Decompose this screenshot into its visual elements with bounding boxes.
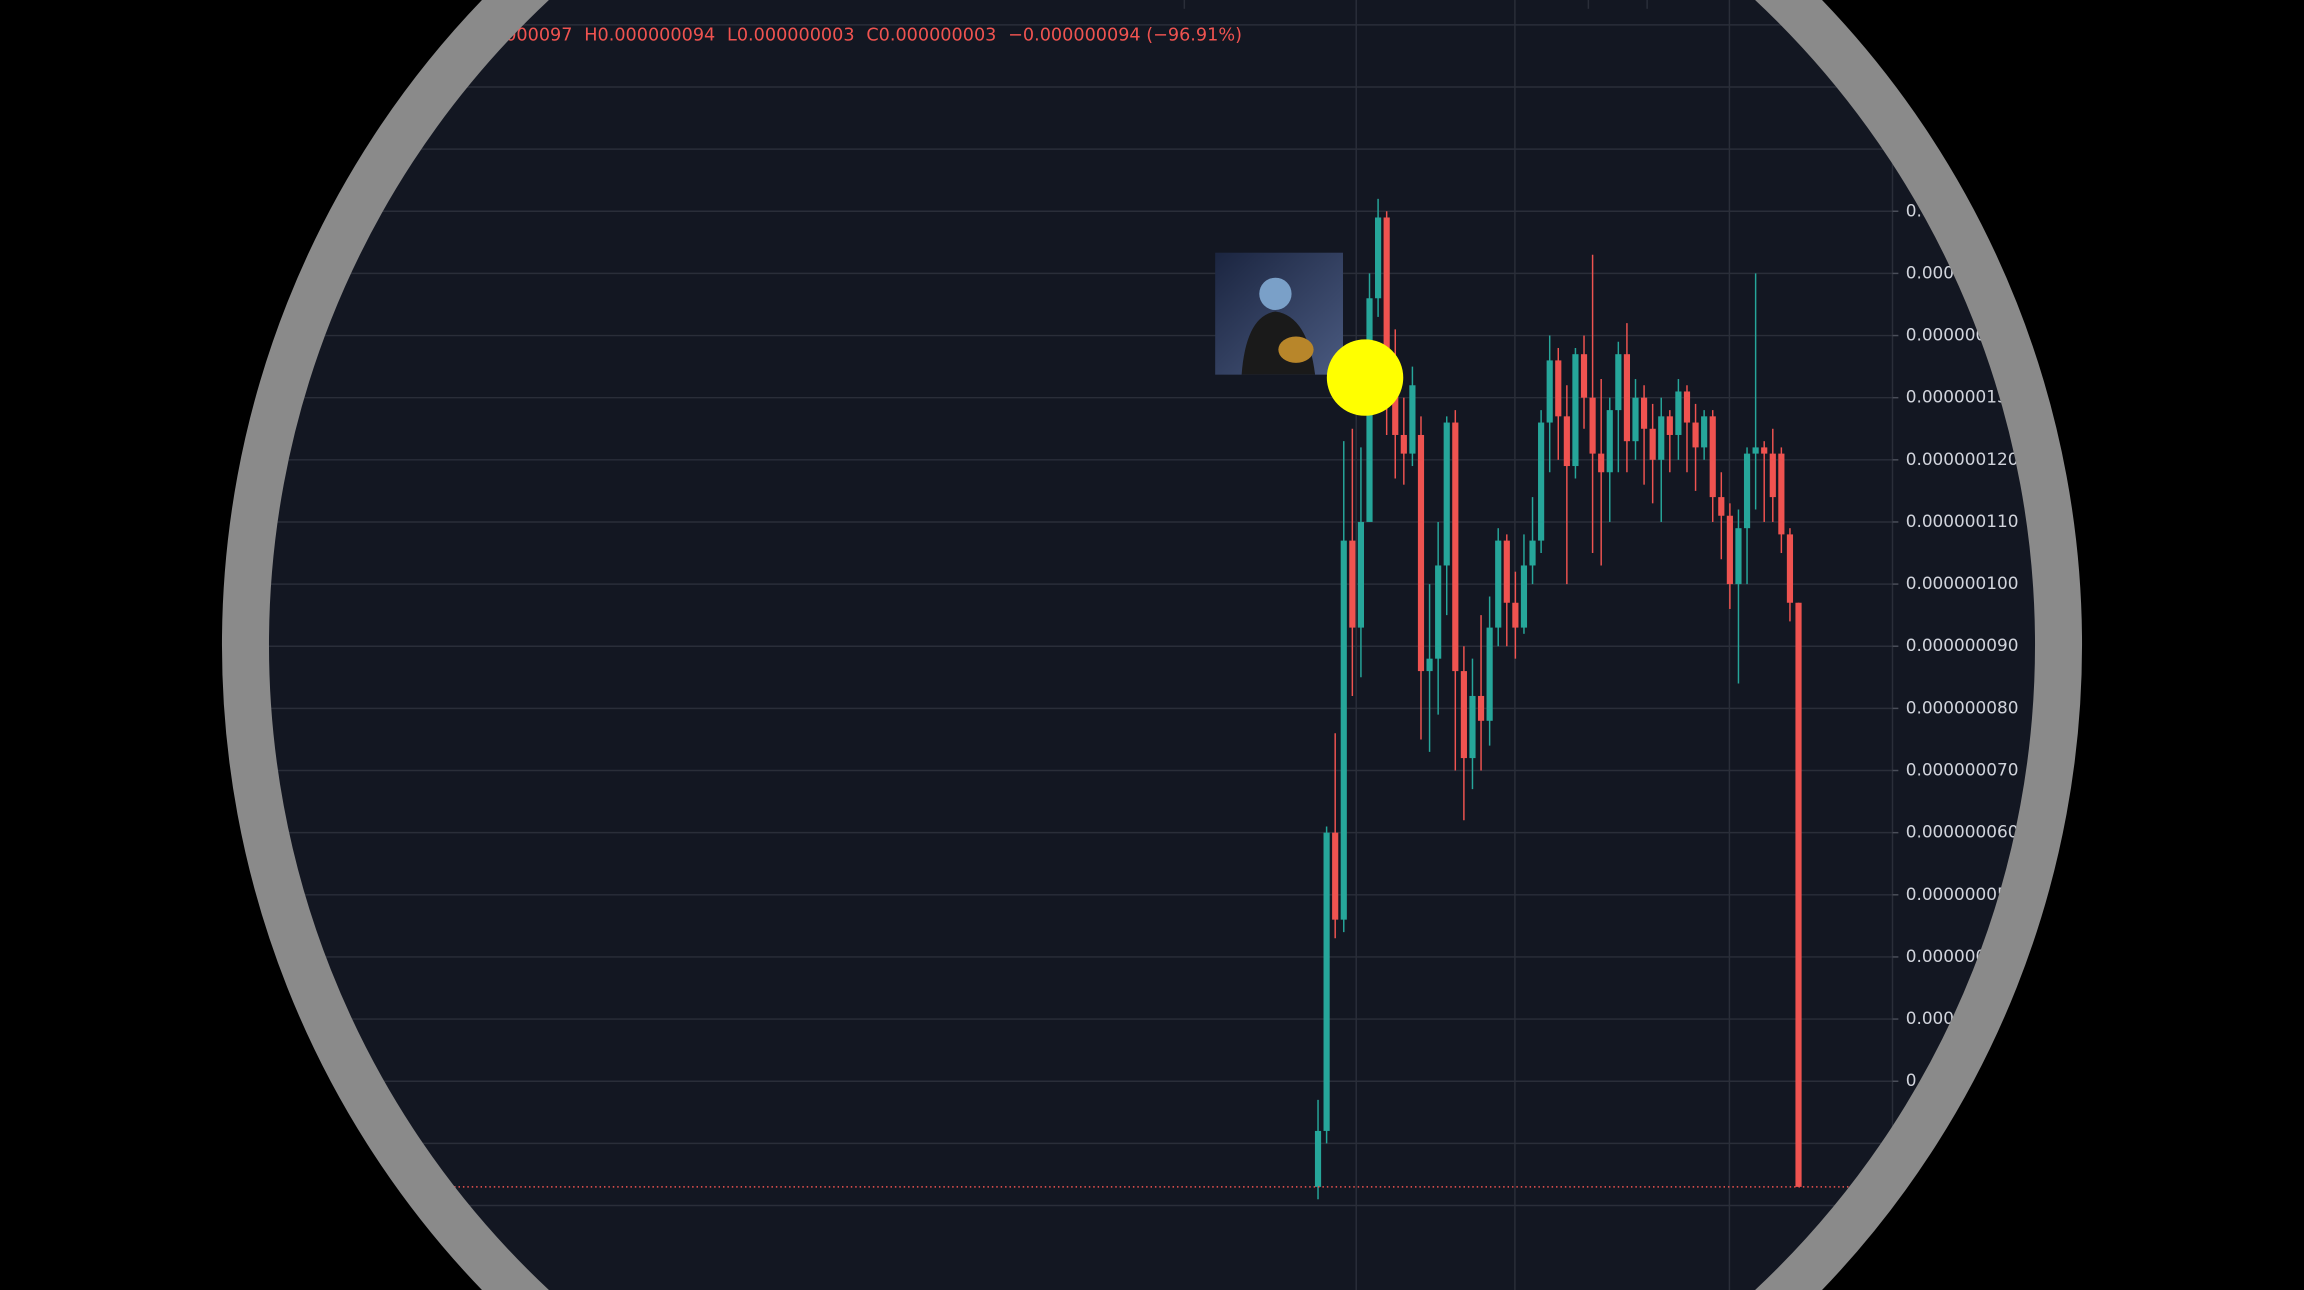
- candle-body: [1726, 515, 1733, 585]
- candle-body: [1538, 422, 1545, 541]
- y-tick-label: 0.000000130: [1906, 387, 2019, 407]
- candle-body: [1340, 540, 1347, 920]
- avatar-face: [1259, 277, 1292, 311]
- y-tick-label: 0.000000090: [1906, 635, 2019, 655]
- candle-body: [1555, 360, 1562, 417]
- candle-body: [1503, 540, 1510, 603]
- candle-body: [1572, 354, 1579, 467]
- y-tick-label: 0.000000060: [1906, 822, 2019, 842]
- candle-body: [1452, 422, 1459, 672]
- y-tick-label: 0.000000120: [1906, 449, 2019, 469]
- candle-body: [1632, 397, 1639, 442]
- candle-body: [1786, 534, 1794, 603]
- candle-body: [1769, 453, 1776, 498]
- ohlc-legend: H0.000000094: [584, 25, 715, 45]
- avatar: [1215, 252, 1344, 375]
- candle-body: [1761, 447, 1768, 454]
- candle-body: [1666, 416, 1673, 435]
- candle-body: [1701, 416, 1708, 448]
- candle-body: [1778, 453, 1785, 535]
- candle-body: [1589, 397, 1596, 454]
- candle-body: [1606, 410, 1613, 473]
- candle-body: [1460, 671, 1467, 759]
- candle-body: [1752, 447, 1759, 454]
- candle-body: [1477, 695, 1485, 721]
- candle-body: [1795, 602, 1802, 1187]
- candle-body: [1683, 391, 1691, 423]
- y-tick-label: 0.000000070: [1906, 760, 2019, 780]
- candle-body: [1623, 354, 1631, 442]
- candle-body: [1314, 1130, 1322, 1187]
- candle-body: [1417, 434, 1425, 672]
- lens-ring: [222, 0, 2082, 1290]
- avatar-gauntlet: [1278, 336, 1314, 363]
- candle-body: [1426, 658, 1433, 672]
- candle-body: [1349, 540, 1356, 628]
- candle-body: [1675, 391, 1682, 435]
- candle-body: [1735, 528, 1742, 585]
- y-tick-label: 0.000000050: [1906, 884, 2019, 904]
- candle-body: [1598, 453, 1605, 473]
- candle-body: [1332, 832, 1339, 920]
- ohlc-legend: L0.000000003: [727, 25, 855, 45]
- candle-body: [1512, 602, 1519, 628]
- candle-body: [1357, 521, 1365, 628]
- candle-body: [1546, 360, 1553, 423]
- candle-body: [1692, 422, 1699, 448]
- candle-body: [1615, 354, 1622, 411]
- candle-body: [1658, 416, 1665, 460]
- candle-body: [1383, 217, 1390, 386]
- candle-body: [1375, 217, 1382, 299]
- ohlc-legend: C0.000000003: [866, 25, 996, 45]
- candle-body: [1563, 416, 1570, 467]
- candle-body: [1709, 416, 1716, 498]
- candle-body: [1435, 565, 1442, 659]
- y-tick-label: 0.000000100: [1906, 573, 2019, 593]
- candle-body: [1392, 385, 1399, 435]
- candle-body: [1323, 832, 1330, 1131]
- candle-body: [1580, 354, 1588, 398]
- candle-body: [1443, 422, 1450, 566]
- time-grid: [1183, 0, 1731, 1290]
- y-tick-label: 0.000000110: [1906, 511, 2019, 531]
- cursor-highlight: [1326, 339, 1404, 416]
- ohlc-legend: −0.000000094 (−96.91%): [1008, 25, 1242, 45]
- candle-body: [1495, 540, 1502, 628]
- candle-body: [1409, 385, 1416, 454]
- candle-body: [1649, 428, 1656, 460]
- candle-body: [1529, 540, 1536, 566]
- y-tick-label: 0.000000080: [1906, 697, 2019, 717]
- candle-body: [1743, 453, 1751, 529]
- candle-body: [1486, 627, 1493, 721]
- candle-body: [1400, 434, 1407, 454]
- candle-body: [1640, 397, 1648, 429]
- candle-body: [1718, 497, 1725, 516]
- candle-body: [1520, 565, 1528, 628]
- candle-body: [1469, 695, 1476, 759]
